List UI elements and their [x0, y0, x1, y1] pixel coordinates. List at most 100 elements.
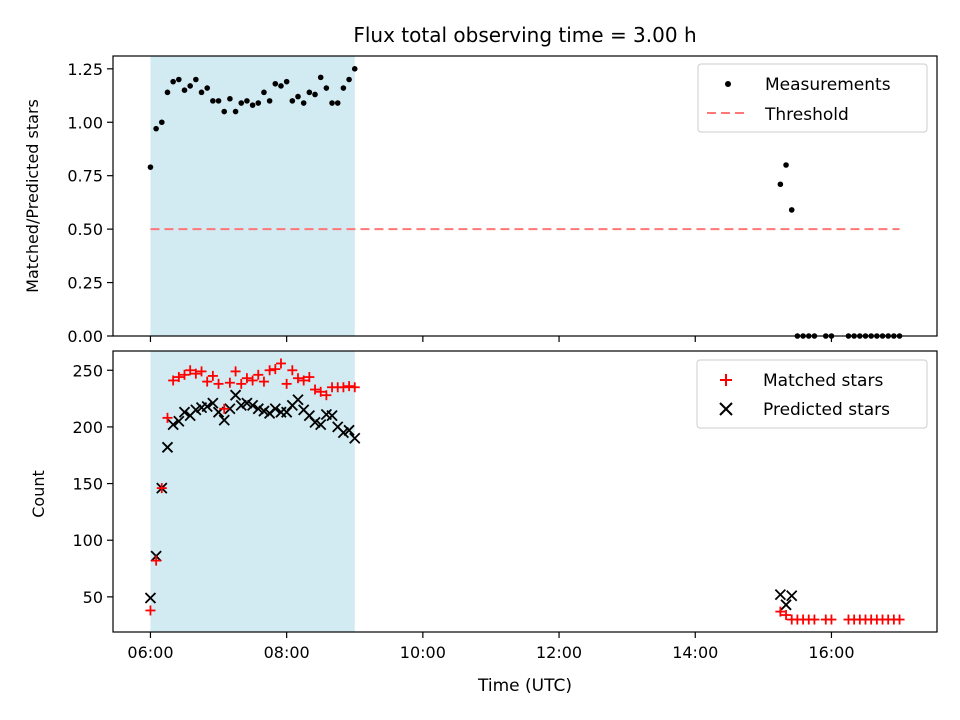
- measurement-point: [170, 78, 176, 85]
- matched-star-point: [151, 555, 162, 566]
- measurement-point: [266, 98, 273, 104]
- predicted-star-point: [309, 416, 321, 429]
- measurement-point: [777, 181, 784, 188]
- predicted-star-point: [326, 409, 338, 422]
- measurement-point: [346, 76, 352, 83]
- matched-star-point: [168, 375, 179, 386]
- measurement-point: [255, 100, 262, 106]
- y-tick-label: 0.25: [67, 274, 103, 293]
- y-tick-label: 100: [72, 531, 103, 550]
- x-axis-label: Time (UTC): [477, 676, 572, 696]
- y-tick-label: 0.50: [67, 220, 103, 239]
- matched-star-point: [264, 365, 275, 376]
- matched-stars-points: [145, 358, 905, 625]
- measurement-point: [306, 89, 313, 96]
- measurement-point: [210, 98, 216, 104]
- predicted-star-point: [201, 400, 213, 413]
- measurement-point: [176, 76, 182, 83]
- measurement-point: [221, 108, 228, 115]
- measurement-point: [340, 85, 347, 91]
- matched-star-point: [207, 370, 218, 381]
- matched-star-point: [321, 390, 332, 401]
- predicted-star-point: [207, 397, 219, 409]
- matched-star-point: [258, 376, 269, 387]
- y-tick-label: 50: [83, 588, 103, 607]
- measurement-point: [238, 100, 245, 106]
- matched-star-point: [338, 382, 349, 393]
- matched-star-point: [219, 403, 230, 414]
- y-tick-label: 1.00: [67, 113, 103, 132]
- x-tick-label: 10:00: [400, 643, 446, 662]
- predicted-star-point: [229, 389, 242, 401]
- matched-star-point: [826, 614, 837, 625]
- legend-matched-stars-marker: [720, 374, 732, 386]
- count-panel-legend-box: [696, 359, 928, 429]
- matched-star-point: [213, 378, 224, 389]
- legend-matched-stars-label: Matched stars: [763, 371, 883, 391]
- measurement-point: [783, 162, 789, 168]
- count-panel-y-ticks: 50 100 150 200 250: [72, 361, 113, 607]
- ratio-panel: 0.00 0.25 0.50 0.75 1.00 1.25 Matched/Predict…: [23, 55, 938, 346]
- matched-star-point: [298, 375, 309, 386]
- measurement-point: [334, 100, 341, 106]
- legend-predicted-stars-label: Predicted stars: [763, 400, 890, 420]
- predicted-star-point: [246, 399, 259, 412]
- legend-threshold-label: Threshold: [764, 105, 849, 125]
- predicted-star-point: [144, 592, 157, 604]
- matched-star-point: [315, 386, 326, 397]
- measurement-point: [249, 102, 256, 108]
- predicted-star-point: [337, 426, 350, 439]
- matched-star-point: [275, 358, 286, 369]
- x-tick-label: 08:00: [264, 643, 310, 662]
- measurement-point: [181, 87, 188, 93]
- measurement-point: [289, 98, 296, 104]
- figure-title: Flux total observing time = 3.00 h: [353, 23, 696, 47]
- matched-star-point: [230, 366, 241, 377]
- measurement-point: [164, 89, 171, 96]
- predicted-star-point: [774, 588, 787, 601]
- y-tick-label: 1.25: [67, 60, 103, 79]
- measurement-point: [147, 164, 154, 170]
- predicted-star-point: [343, 424, 355, 436]
- matched-star-point: [162, 412, 173, 423]
- x-tick-label: 12:00: [536, 643, 582, 662]
- predicted-star-point: [786, 590, 798, 602]
- matched-star-point: [781, 610, 792, 621]
- measurement-point: [351, 66, 358, 72]
- measurement-point: [323, 85, 330, 91]
- predicted-star-point: [252, 403, 264, 415]
- y-tick-label: 0.00: [67, 327, 103, 346]
- measurement-point: [261, 89, 267, 96]
- x-tick-label: 16:00: [808, 643, 854, 662]
- predicted-star-point: [190, 404, 202, 416]
- count-panel-y-axis-label: Count: [29, 470, 48, 518]
- legend-measurements-marker: [725, 81, 731, 87]
- matched-star-point: [310, 384, 321, 395]
- matched-star-point: [293, 373, 304, 384]
- measurement-point: [232, 108, 239, 115]
- matched-star-point: [196, 366, 207, 377]
- matched-star-point: [894, 614, 905, 625]
- legend-measurements-label: Measurements: [765, 75, 891, 95]
- matched-star-point: [202, 376, 213, 387]
- matched-star-point: [173, 372, 184, 383]
- ratio-panel-legend: Measurements Threshold: [697, 63, 928, 133]
- measurement-point: [295, 93, 301, 100]
- matched-star-point: [145, 605, 156, 616]
- matched-star-point: [156, 483, 167, 494]
- y-tick-label: 0.75: [67, 167, 103, 186]
- predicted-star-point: [349, 432, 361, 444]
- measurement-point: [272, 80, 279, 87]
- count-panel-shaded-interval: [150, 351, 355, 632]
- predicted-star-point: [167, 419, 179, 431]
- measurement-point: [227, 95, 233, 102]
- count-panel-frame: [112, 350, 938, 633]
- matched-star-point: [247, 375, 258, 386]
- matched-star-point: [349, 382, 360, 393]
- matched-star-point: [190, 368, 201, 379]
- predicted-star-point: [224, 403, 236, 415]
- predicted-star-point: [161, 441, 174, 453]
- matched-star-point: [253, 369, 264, 380]
- measurement-point: [244, 98, 250, 104]
